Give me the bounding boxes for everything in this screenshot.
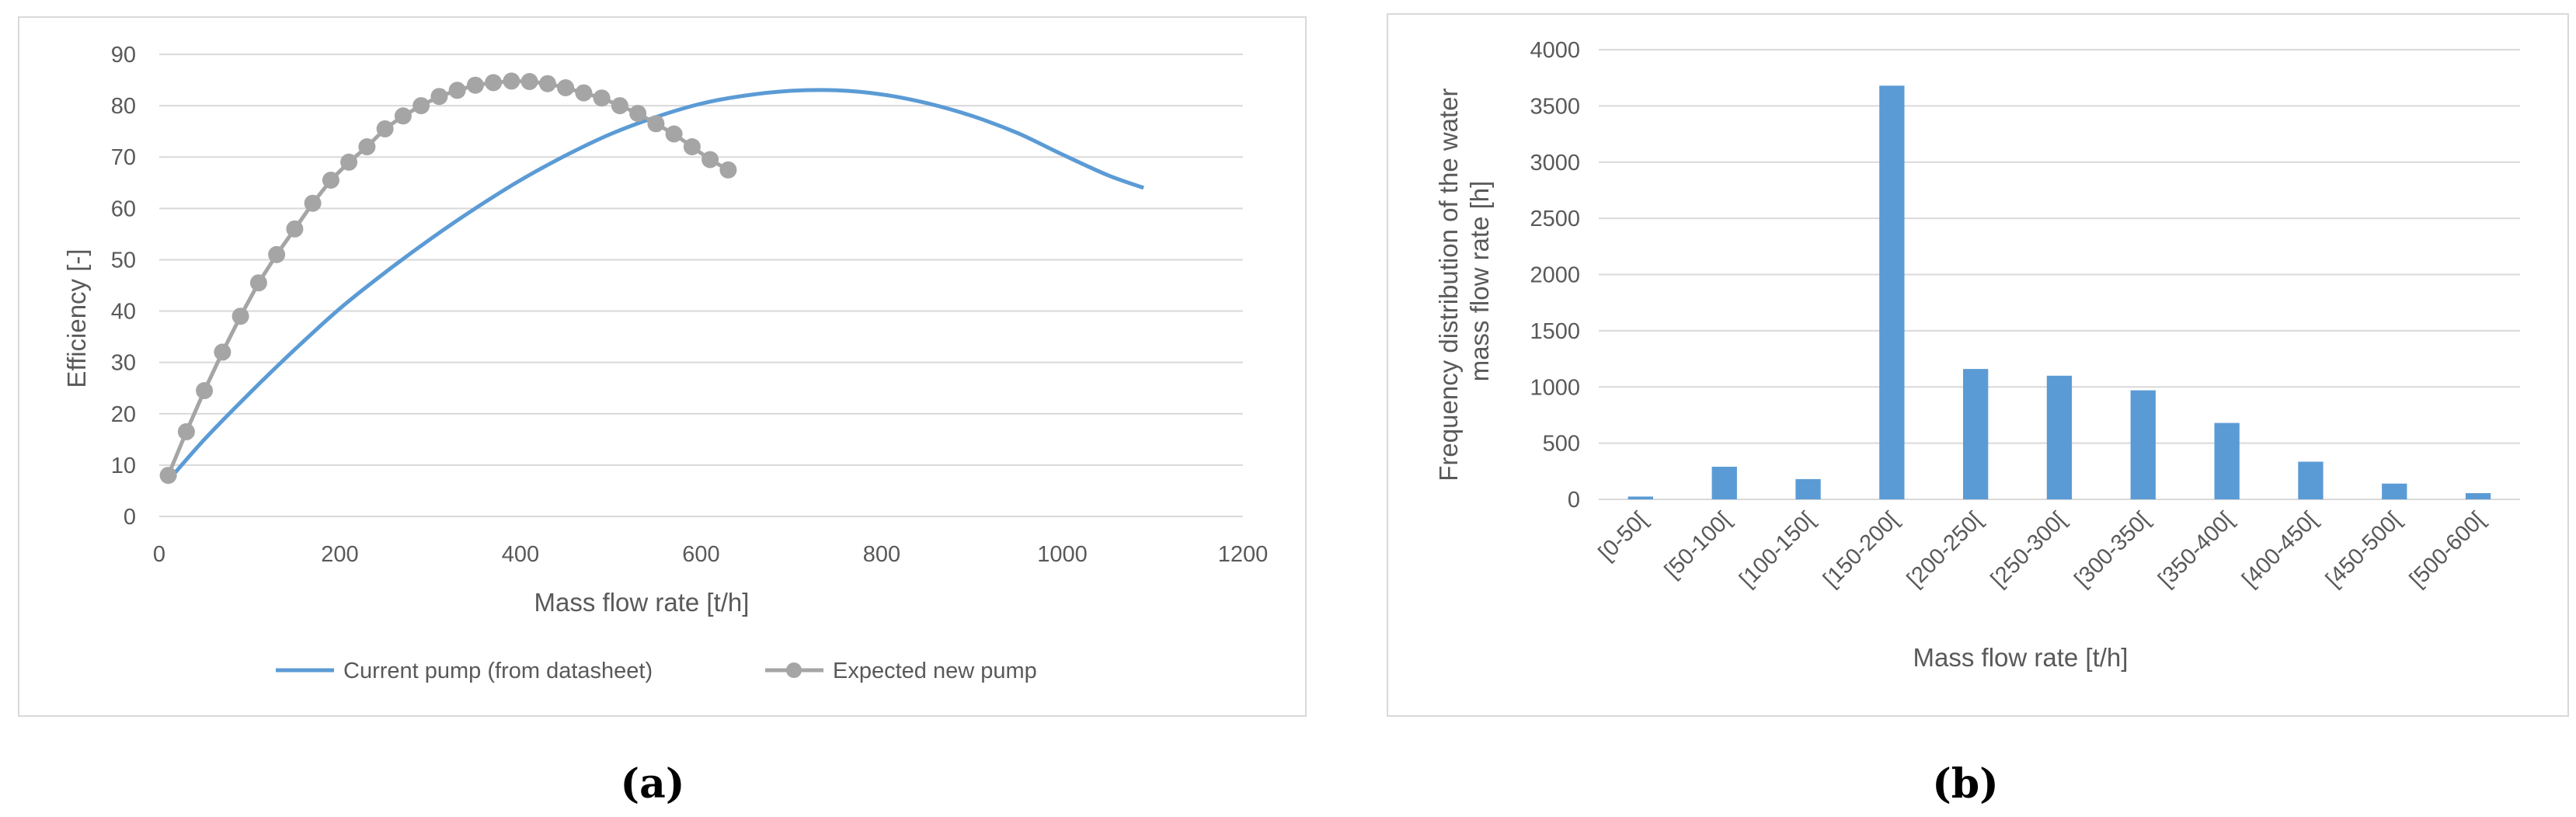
- series-point-expected-new-pump-15: [430, 88, 448, 106]
- bar-50-100: [1711, 467, 1737, 499]
- panel-a-x-tick-0: 0: [153, 542, 165, 567]
- panel-a-legend: Current pump (from datasheet) Expected n…: [276, 659, 1037, 683]
- panel-b-y-axis-label-line-1: Frequency distribution of the water: [1434, 88, 1463, 481]
- series-point-expected-new-pump-16: [448, 82, 466, 99]
- panel-a-y-tick-70: 70: [111, 145, 136, 170]
- panel-a-y-tick-50: 50: [111, 248, 136, 273]
- panel-b-y-tick-0: 0: [1568, 488, 1580, 513]
- panel-a-series: [159, 72, 1144, 485]
- panel-a-y-tick-80: 80: [111, 94, 136, 119]
- panel-a-x-axis-label: Mass flow rate [t/h]: [534, 588, 750, 617]
- panel-a-x-tick-200: 200: [321, 542, 358, 567]
- series-point-expected-new-pump-1: [177, 422, 195, 440]
- panel-a-y-tick-10: 10: [111, 454, 136, 478]
- series-point-expected-new-pump-23: [575, 84, 593, 102]
- panel-a-x-tick-labels: 0 200 400 600 800 1000 1200: [153, 542, 1268, 567]
- panel-a-x-tick-1000: 1000: [1037, 542, 1088, 567]
- bar-350-400: [2214, 422, 2240, 499]
- panel-b-bars: [1627, 85, 2491, 500]
- series-point-expected-new-pump-21: [538, 75, 556, 92]
- series-point-expected-new-pump-25: [611, 97, 628, 115]
- series-point-expected-new-pump-17: [466, 76, 484, 94]
- panel-a-x-tick-600: 600: [682, 542, 719, 567]
- bar-300-350: [2130, 390, 2156, 499]
- bar-500-600: [2465, 493, 2491, 499]
- series-point-expected-new-pump-11: [358, 138, 376, 155]
- panel-a-y-tick-40: 40: [111, 300, 136, 325]
- series-point-expected-new-pump-13: [394, 107, 412, 125]
- series-point-expected-new-pump-2: [196, 382, 214, 399]
- panel-b-y-axis-label: Frequency distribution of the water mass…: [1434, 81, 1494, 481]
- panel-b-frame: [1387, 13, 2569, 717]
- panel-b-y-axis-label-line-2: mass flow rate [h]: [1465, 181, 1494, 382]
- panel-b-y-tick-3000: 3000: [1530, 151, 1580, 176]
- legend-label-current-pump: Current pump (from datasheet): [343, 659, 653, 683]
- panel-a-frame: [18, 16, 1307, 717]
- series-point-expected-new-pump-19: [503, 72, 520, 90]
- series-point-expected-new-pump-10: [340, 153, 358, 171]
- panel-b-caption: (b): [1932, 760, 1999, 808]
- bar-200-250: [1963, 369, 1989, 499]
- bar-450-500: [2382, 483, 2407, 499]
- series-line-current-pump-from-datasheet: [166, 88, 1144, 482]
- series-point-expected-new-pump-24: [593, 89, 611, 107]
- panel-b-y-tick-2500: 2500: [1530, 207, 1580, 231]
- series-point-expected-new-pump-5: [249, 274, 267, 292]
- series-point-expected-new-pump-28: [665, 125, 683, 143]
- legend-label-expected-pump: Expected new pump: [833, 659, 1037, 683]
- series-point-expected-new-pump-22: [557, 79, 575, 96]
- panel-a-gridlines: [159, 54, 1243, 517]
- series-point-expected-new-pump-4: [231, 308, 249, 325]
- series-point-expected-new-pump-0: [159, 467, 177, 485]
- panel-b-y-tick-1000: 1000: [1530, 375, 1580, 400]
- panel-a-y-tick-20: 20: [111, 402, 136, 427]
- bar-250-300: [2046, 375, 2073, 499]
- bar-400-450: [2298, 461, 2324, 499]
- panel-b-y-tick-4000: 4000: [1530, 38, 1580, 63]
- series-point-expected-new-pump-14: [413, 97, 430, 115]
- panel-a-caption: (a): [621, 760, 685, 808]
- series-point-expected-new-pump-30: [701, 151, 719, 169]
- series-point-expected-new-pump-9: [322, 172, 339, 189]
- panel-a: 0 10 20 30 40 50 60 70 80 90 0 200 400 600 800 1000 120…: [18, 16, 1307, 717]
- bar-100-150: [1795, 478, 1821, 499]
- series-point-expected-new-pump-8: [304, 194, 322, 212]
- bar-0-50: [1627, 496, 1653, 499]
- series-point-expected-new-pump-6: [268, 245, 286, 263]
- series-point-expected-new-pump-3: [214, 343, 231, 361]
- legend-marker-expected-pump: [786, 662, 802, 678]
- panel-b-x-axis-label: Mass flow rate [t/h]: [1913, 643, 2129, 672]
- bar-150-200: [1879, 85, 1905, 500]
- panel-a-y-tick-60: 60: [111, 196, 136, 221]
- panel-b-y-tick-500: 500: [1543, 432, 1580, 457]
- panel-b-y-tick-1500: 1500: [1530, 319, 1580, 344]
- series-point-expected-new-pump-29: [683, 138, 701, 155]
- panel-a-y-tick-0: 0: [124, 505, 136, 530]
- panel-a-x-tick-400: 400: [502, 542, 539, 567]
- panel-a-y-tick-30: 30: [111, 351, 136, 376]
- panel-b-y-tick-labels: 0 500 1000 1500 2000 2500 3000 3500 4000: [1530, 38, 1580, 513]
- series-point-expected-new-pump-26: [629, 105, 647, 122]
- panel-a-x-tick-800: 800: [863, 542, 900, 567]
- panel-b-y-tick-2000: 2000: [1530, 263, 1580, 288]
- series-point-expected-new-pump-27: [647, 115, 665, 133]
- panel-a-y-axis-label: Efficiency [-]: [62, 249, 91, 388]
- panel-a-x-tick-1200: 1200: [1218, 542, 1269, 567]
- series-point-expected-new-pump-12: [376, 120, 394, 137]
- panel-a-y-tick-labels: 0 10 20 30 40 50 60 70 80 90: [111, 43, 136, 530]
- series-point-expected-new-pump-18: [485, 74, 503, 92]
- panel-b-y-tick-3500: 3500: [1530, 94, 1580, 119]
- panel-a-y-tick-90: 90: [111, 43, 136, 68]
- series-point-expected-new-pump-7: [286, 220, 304, 238]
- series-point-expected-new-pump-20: [520, 73, 538, 90]
- series-point-expected-new-pump-31: [719, 161, 737, 179]
